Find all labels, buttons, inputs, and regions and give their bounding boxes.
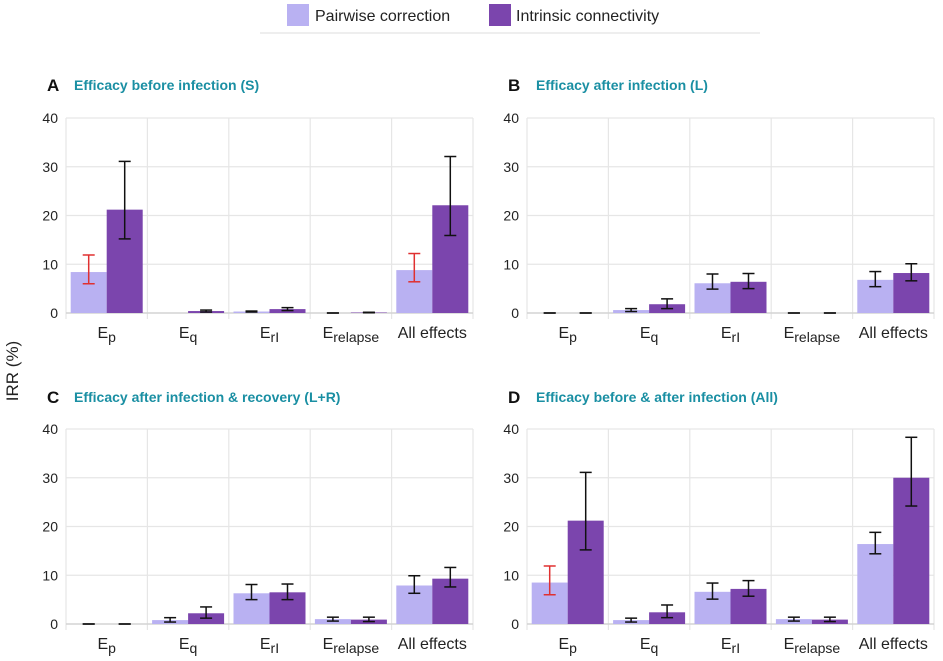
y-tick-label: 40 [503,421,519,437]
legend-label-pairwise: Pairwise correction [315,8,450,25]
y-tick-label: 30 [503,470,519,486]
x-tick-label: ErI [260,325,279,345]
x-tick-label: Eq [179,325,197,345]
bar-pairwise [857,544,894,624]
x-tick-label: Erelapse [784,325,841,345]
panel-d: D Efficacy before & after infection (All… [503,388,935,656]
x-tick-label: Eq [179,636,197,656]
y-tick-label: 0 [50,305,58,321]
x-tick-label: Eq [640,636,658,656]
panel-letter: A [47,76,59,95]
y-tick-label: 10 [503,256,519,272]
x-tick-label: Ep [97,325,116,345]
x-tick-label: Erelapse [784,636,841,656]
legend-label-intrinsic: Intrinsic connectivity [516,8,659,25]
y-tick-label: 40 [42,421,58,437]
y-tick-label: 10 [42,567,58,583]
y-tick-label: 0 [511,616,519,632]
x-tick-label: Ep [558,325,577,345]
y-axis-label: IRR (%) [3,341,22,401]
panel-title: Efficacy after infection & recovery (L+R… [74,389,340,405]
y-tick-label: 20 [42,208,58,224]
y-tick-label: 10 [42,256,58,272]
panel-a: A Efficacy before infection (S) 0 10 20 30 4… [42,76,474,345]
y-tick-label: 40 [42,110,58,126]
y-tick-label: 20 [503,519,519,535]
x-tick-label: All effects [398,325,467,342]
x-tick-label: Erelapse [323,325,380,345]
panel-letter: C [47,388,59,407]
y-tick-label: 20 [42,519,58,535]
x-tick-label: ErI [260,636,279,656]
panel-b: B Efficacy after infection (L) 0 10 20 30 40… [503,76,935,345]
x-tick-label: All effects [398,636,467,653]
y-tick-label: 30 [42,470,58,486]
y-tick-label: 10 [503,567,519,583]
y-tick-label: 20 [503,208,519,224]
panel-title: Efficacy before & after infection (All) [536,389,778,405]
x-tick-label: Ep [97,636,116,656]
panel-letter: D [508,388,520,407]
x-tick-label: Ep [558,636,577,656]
x-tick-label: Erelapse [323,636,380,656]
y-tick-label: 30 [503,159,519,175]
y-tick-label: 0 [511,305,519,321]
y-tick-label: 0 [50,616,58,632]
x-tick-label: All effects [859,636,928,653]
panel-c: C Efficacy after infection & recovery (L… [42,388,474,656]
x-tick-label: ErI [721,636,740,656]
legend: Pairwise correction Intrinsic connectivi… [260,4,760,34]
x-tick-label: Eq [640,325,658,345]
panel-title: Efficacy after infection (L) [536,77,708,93]
y-tick-label: 40 [503,110,519,126]
x-tick-label: ErI [721,325,740,345]
legend-swatch-intrinsic [489,4,511,26]
panel-title: Efficacy before infection (S) [74,77,259,93]
x-tick-label: All effects [859,325,928,342]
panel-letter: B [508,76,520,95]
y-tick-label: 30 [42,159,58,175]
legend-swatch-pairwise [287,4,309,26]
